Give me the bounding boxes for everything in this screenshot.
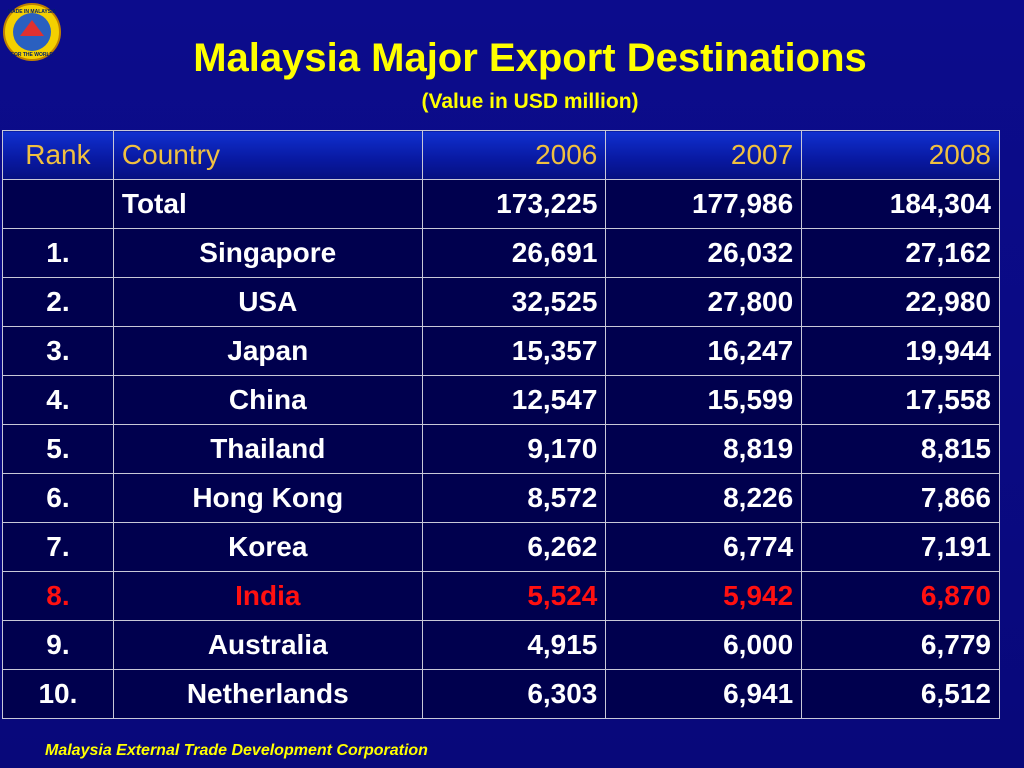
row: 6. Hong Kong 8,572 8,226 7,866 — [2, 473, 1000, 523]
column-header: Country — [112, 130, 423, 180]
cell: 5,942 — [605, 571, 803, 621]
logo-top: MADE IN MALAYSIA — [8, 9, 57, 15]
cell: 12,547 — [421, 375, 607, 425]
row: 8. India 5,524 5,942 6,870 — [2, 571, 1000, 621]
cell: 6,870 — [801, 571, 1000, 621]
row: 2. USA 32,525 27,800 22,980 — [2, 277, 1000, 327]
cell: Thailand — [112, 424, 423, 474]
cell: Singapore — [112, 228, 423, 278]
logo: MADE IN MALAYSIA FOR THE WORLD — [3, 3, 61, 61]
cell: 184,304 — [801, 179, 1000, 229]
cell: 27,800 — [605, 277, 803, 327]
cell: 1. — [2, 228, 114, 278]
cell: 9,170 — [421, 424, 607, 474]
cell: 15,357 — [421, 326, 607, 376]
cell: 2. — [2, 277, 114, 327]
cell: 6. — [2, 473, 114, 523]
cell: Total — [112, 179, 423, 229]
cell: 8,572 — [421, 473, 607, 523]
cell: 19,944 — [801, 326, 1000, 376]
cell: India — [112, 571, 423, 621]
column-header: Rank — [2, 130, 114, 180]
cell: 6,262 — [421, 522, 607, 572]
cell: Japan — [112, 326, 423, 376]
cell: 6,774 — [605, 522, 803, 572]
cell: 6,303 — [421, 669, 607, 719]
cell: 15,599 — [605, 375, 803, 425]
cell: 8,819 — [605, 424, 803, 474]
cell: Hong Kong — [112, 473, 423, 523]
row: 4. China 12,547 15,599 17,558 — [2, 375, 1000, 425]
cell: 10. — [2, 669, 114, 719]
cell: 22,980 — [801, 277, 1000, 327]
row: 5. Thailand 9,170 8,819 8,815 — [2, 424, 1000, 474]
row: Total 173,225 177,986 184,304 — [2, 179, 1000, 229]
column-header: 2007 — [605, 130, 803, 180]
cell: 6,512 — [801, 669, 1000, 719]
cell: 3. — [2, 326, 114, 376]
cell: 17,558 — [801, 375, 1000, 425]
cell: 16,247 — [605, 326, 803, 376]
source: Malaysia External Trade Development Corp… — [45, 742, 428, 759]
cell: China — [112, 375, 423, 425]
column-header: 2006 — [421, 130, 607, 180]
cell: 26,032 — [605, 228, 803, 278]
cell: 8. — [2, 571, 114, 621]
cell: 27,162 — [801, 228, 1000, 278]
row: 7. Korea 6,262 6,774 7,191 — [2, 522, 1000, 572]
cell: 8,815 — [801, 424, 1000, 474]
cell: 7. — [2, 522, 114, 572]
logo-bottom: FOR THE WORLD — [11, 52, 54, 58]
cell: 9. — [2, 620, 114, 670]
subtitle: (Value in USD million) — [421, 90, 639, 113]
column-header: 2008 — [801, 130, 1000, 180]
cell: Korea — [112, 522, 423, 572]
cell: 6,779 — [801, 620, 1000, 670]
header-row: Rank Country 2006 2007 2008 — [2, 130, 1000, 180]
cell: 5,524 — [421, 571, 607, 621]
cell: 26,691 — [421, 228, 607, 278]
cell: 5. — [2, 424, 114, 474]
title: Malaysia Major Export Destinations — [193, 36, 867, 80]
export-table: Rank Country 2006 2007 2008 Total 173,225 177,9… — [2, 130, 1000, 719]
cell: 177,986 — [605, 179, 803, 229]
cell: Netherlands — [112, 669, 423, 719]
cell: 173,225 — [421, 179, 607, 229]
cell: 8,226 — [605, 473, 803, 523]
cell: 6,941 — [605, 669, 803, 719]
cell: USA — [112, 277, 423, 327]
cell: 7,191 — [801, 522, 1000, 572]
cell — [2, 179, 114, 229]
row: 10. Netherlands 6,303 6,941 6,512 — [2, 669, 1000, 719]
cell: 6,000 — [605, 620, 803, 670]
cell: 4,915 — [421, 620, 607, 670]
cell: 32,525 — [421, 277, 607, 327]
cell: 7,866 — [801, 473, 1000, 523]
row: 1. Singapore 26,691 26,032 27,162 — [2, 228, 1000, 278]
cell: 4. — [2, 375, 114, 425]
row: 3. Japan 15,357 16,247 19,944 — [2, 326, 1000, 376]
cell: Australia — [112, 620, 423, 670]
row: 9. Australia 4,915 6,000 6,779 — [2, 620, 1000, 670]
